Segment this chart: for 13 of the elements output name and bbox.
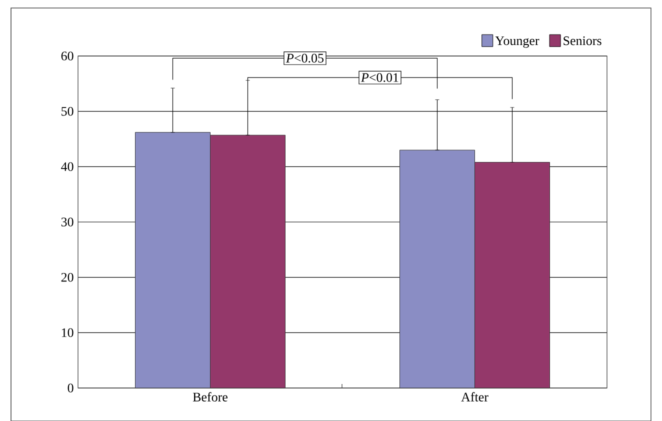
y-tick-label: 20 xyxy=(61,272,74,282)
legend-label: Younger xyxy=(495,36,540,48)
y-tick-label: 30 xyxy=(61,217,74,226)
y-tick-label: 50 xyxy=(62,106,74,116)
y-tick-label: 40 xyxy=(61,162,74,171)
annotation: P<0.05 xyxy=(286,54,324,62)
legend-label: Seniors xyxy=(564,36,602,45)
x-tick-label: Before xyxy=(192,392,228,402)
annotation: P<0.01 xyxy=(360,72,398,82)
y-tick-label: 0 xyxy=(68,383,74,392)
y-tick-label: 10 xyxy=(62,328,74,337)
x-tick-label: After xyxy=(461,392,488,402)
y-tick-label: 60 xyxy=(61,51,74,60)
